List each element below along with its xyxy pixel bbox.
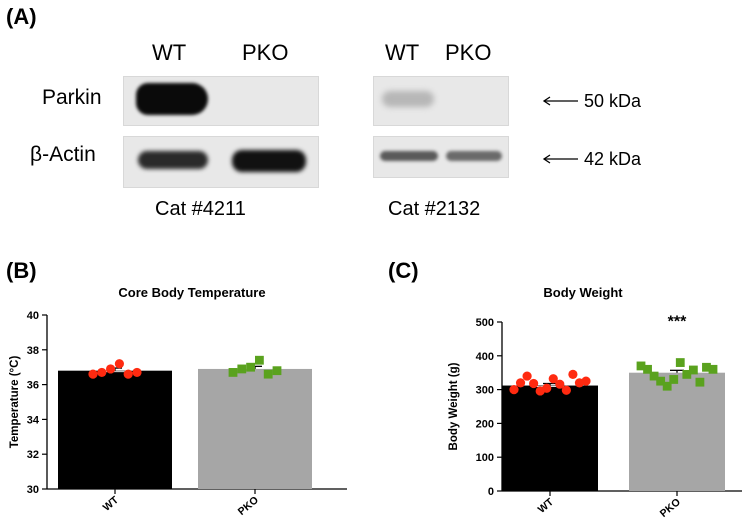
blot2-lane-wt: WT [385, 40, 420, 65]
data-point-wt [561, 385, 571, 395]
data-point-wt [114, 359, 124, 369]
blot1-actin-pko-band [232, 150, 306, 172]
blot1-actin-wt-band [138, 151, 208, 169]
bar-pko [198, 368, 312, 489]
data-point-wt [568, 369, 578, 379]
y-tick-label: 30 [27, 484, 39, 496]
blot1-parkin-wt-band [136, 83, 208, 115]
y-tick-label: 200 [476, 418, 494, 430]
blot2-parkin-strip [373, 76, 509, 126]
y-axis-label: Temperature (°C) [9, 356, 21, 449]
data-point-pko [688, 365, 698, 375]
data-point-pko [237, 364, 247, 374]
x-tick-label-wt: WT [101, 494, 122, 514]
panel-b-label: (B) [6, 258, 37, 283]
arrow-50-icon [542, 96, 578, 106]
blot2-catalog: Cat #2132 [388, 198, 481, 220]
data-point-wt [542, 383, 552, 393]
blot1-parkin-strip [123, 76, 319, 126]
blot1-actin-strip [123, 136, 319, 188]
data-point-wt [106, 364, 116, 374]
data-point-wt [88, 369, 98, 379]
data-point-wt [555, 379, 565, 389]
arrow-42-icon [542, 154, 578, 164]
y-tick-label: 36 [27, 380, 39, 392]
temperature-chart: Core Body Temperature Temperature (°C) 30 3… [9, 285, 347, 518]
blot2-actin-strip [373, 136, 509, 178]
body-weight-chart: Body Weight Body Weight (g) 0 100 200 300 400 5… [448, 285, 742, 520]
data-point-pko [649, 371, 659, 381]
data-point-wt [509, 385, 519, 395]
chart-title: Body Weight [543, 285, 623, 300]
data-point-wt [581, 376, 591, 386]
data-point-wt [548, 374, 558, 384]
data-point-pko [662, 381, 672, 391]
data-point-pko [272, 366, 282, 376]
data-point-wt [515, 378, 526, 388]
data-point-pko [702, 362, 711, 372]
bar-wt [502, 385, 598, 491]
data-point-wt [529, 378, 539, 389]
y-tick-label: 40 [27, 310, 39, 322]
data-point-wt [132, 367, 142, 378]
data-point-wt [522, 371, 532, 381]
blot1-lane-pko: PKO [242, 40, 289, 65]
y-tick-label: 0 [488, 486, 494, 498]
y-tick-label: 38 [27, 345, 39, 357]
row-label-parkin: Parkin [42, 86, 102, 109]
y-tick-label: 400 [476, 351, 494, 363]
data-point-pko [228, 368, 238, 377]
row-label-actin: β-Actin [30, 143, 96, 166]
marker-arrows [542, 96, 578, 164]
data-point-pko [695, 377, 705, 387]
data-point-pko [669, 375, 679, 384]
data-point-pko [636, 361, 646, 371]
x-tick-label-pko: PKO [236, 494, 261, 518]
significance-annotation: *** [668, 314, 687, 331]
data-point-wt [123, 369, 133, 379]
panel-c-label: (C) [388, 258, 419, 283]
data-point-pko [246, 362, 255, 372]
blot1-lane-wt: WT [152, 40, 187, 65]
blot2-actin-pko-band [446, 151, 502, 161]
chart-title: Core Body Temperature [118, 285, 265, 300]
y-axis-label: Body Weight (g) [448, 362, 460, 450]
data-point-pko [675, 358, 685, 367]
marker-42kda: 42 kDa [584, 149, 642, 169]
data-point-wt [97, 367, 107, 378]
bar-pko [629, 372, 725, 491]
data-point-pko [656, 376, 666, 386]
marker-50kda: 50 kDa [584, 91, 642, 111]
data-point-pko [643, 364, 652, 374]
y-tick-label: 100 [476, 452, 494, 464]
y-tick-label: 34 [27, 414, 40, 426]
data-point-pko [682, 369, 692, 379]
blot1-catalog: Cat #4211 [155, 198, 246, 220]
panel-a-label: (A) [6, 4, 37, 29]
blot2-lane-pko: PKO [445, 40, 492, 65]
y-tick-label: 32 [27, 449, 39, 461]
y-tick-label: 300 [476, 385, 494, 397]
x-tick-label-pko: PKO [658, 496, 683, 520]
data-point-pko [263, 369, 273, 379]
x-tick-label-wt: WT [536, 496, 557, 516]
data-point-pko [708, 364, 718, 374]
data-point-pko [255, 355, 264, 365]
blot2-parkin-wt-band [382, 91, 434, 107]
bar-wt [58, 370, 172, 489]
y-tick-label: 500 [476, 317, 494, 329]
blot2-actin-wt-band [380, 151, 438, 161]
